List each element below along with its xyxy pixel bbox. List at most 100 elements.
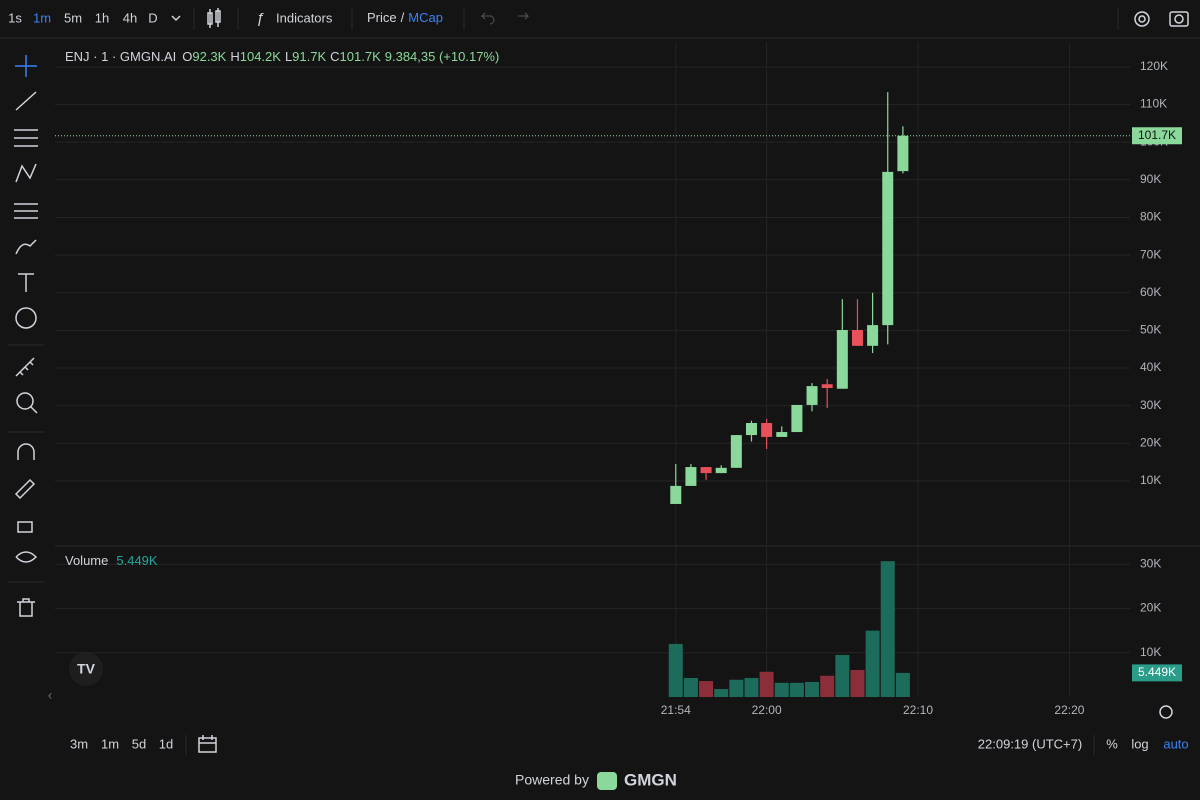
magnet-tool[interactable] (17, 443, 35, 460)
candle-body (897, 135, 909, 172)
indicators-button[interactable]: Indicators (276, 10, 333, 25)
brand-logo (597, 772, 617, 790)
volume-legend: Volume 5.449K (65, 553, 158, 568)
c-value: 101.7K (340, 49, 382, 64)
hide-tool[interactable] (15, 551, 38, 563)
zoom-tool[interactable] (16, 392, 34, 410)
emoji-tool[interactable] (15, 307, 37, 329)
y-tick-label: 110K (1140, 97, 1167, 111)
candle-body (821, 384, 833, 389)
marks: 101.7K 5.449K (55, 92, 1182, 697)
y-tick-label: 10K (1140, 473, 1161, 487)
x-tick-label: 21:54 (661, 703, 691, 717)
percent-toggle[interactable]: % (1106, 736, 1118, 751)
text-tool[interactable] (18, 273, 34, 292)
interval[interactable]: 1h (95, 10, 109, 25)
volume-bar (699, 681, 714, 697)
interval[interactable]: 4h (123, 10, 137, 25)
measure-tool[interactable] (15, 357, 35, 377)
h-value: 104.2K (240, 49, 282, 64)
candle-body (882, 171, 894, 326)
volume-bar (865, 630, 880, 697)
interval[interactable]: 1m (33, 10, 51, 25)
screenshot-icon[interactable] (1169, 11, 1189, 27)
volume-bar (744, 677, 759, 697)
clock: 22:09:19 (UTC+7) (978, 736, 1082, 751)
last-price-tag (1132, 127, 1182, 145)
settings-icon[interactable] (1134, 11, 1150, 27)
l-label: L (285, 49, 292, 64)
l-value: 91.7K (292, 49, 326, 64)
price[interactable]: Price (367, 10, 397, 25)
collapse-arrow[interactable]: ‹ (48, 687, 52, 702)
last-volume-tag (1132, 664, 1182, 682)
lock-drawing-tool[interactable] (14, 478, 36, 500)
axis-settings-icon[interactable] (1159, 705, 1173, 719)
candle-body (791, 404, 803, 433)
volume-bar (774, 682, 789, 697)
candle-body (730, 435, 742, 468)
mcap[interactable]: MCap (408, 10, 443, 25)
y-tick-label: 120K (1140, 59, 1168, 73)
candle-body (745, 423, 757, 436)
grid: 21:54 22:00 22:10 22:20 10K 20K 30K 40K 50K 60K 70… (55, 42, 1168, 717)
c-label: C (330, 49, 339, 64)
range-button[interactable]: 1m (101, 736, 119, 751)
redo-icon[interactable] (518, 12, 530, 20)
candle-body (836, 330, 848, 389)
x-tick-label: 22:10 (903, 703, 933, 717)
fx-icon[interactable]: ƒ (256, 10, 264, 27)
tv-logo-text: TV (77, 661, 96, 677)
candle-body (670, 485, 682, 504)
separator: / (401, 10, 405, 25)
y-tick-label: 90K (1140, 172, 1161, 186)
volume-bar (683, 677, 698, 697)
powered-by: Powered by (515, 772, 589, 788)
volume-bar (850, 670, 865, 697)
x-tick-label: 22:20 (1054, 703, 1084, 717)
range-button[interactable]: 5d (132, 736, 146, 751)
volume-value: 5.449K (116, 553, 158, 568)
last-volume-label: 5.449K (1138, 665, 1176, 679)
o-value: 92.3K (192, 49, 226, 64)
volume-bar (729, 679, 744, 697)
auto-toggle[interactable]: auto (1163, 736, 1188, 751)
dropdown-icon[interactable] (171, 15, 181, 22)
delete-tool[interactable] (17, 598, 35, 617)
last-price-label: 101.7K (1138, 128, 1176, 142)
chart-type-icon[interactable] (207, 8, 221, 28)
range-button[interactable]: 3m (70, 736, 88, 751)
volume-bar (805, 681, 820, 697)
interval[interactable]: D (148, 10, 157, 25)
volume-bar (668, 643, 683, 697)
forecast-tool[interactable] (14, 203, 38, 219)
brush-tool[interactable] (15, 239, 37, 255)
o-label: O (182, 49, 192, 64)
lock-tool[interactable] (17, 521, 33, 533)
volume-title: Volume (65, 553, 108, 568)
zoom-tool-handle (30, 406, 38, 414)
log-toggle[interactable]: log (1131, 736, 1148, 751)
x-tick-label: 22:00 (752, 703, 782, 717)
trend-line-tool[interactable] (15, 91, 37, 111)
tv-logo[interactable] (69, 652, 103, 686)
brand: GMGN (624, 770, 677, 789)
h-label: H (230, 49, 239, 64)
fib-tool[interactable] (14, 129, 38, 147)
volume-bar (835, 654, 850, 697)
goto-date-icon[interactable] (198, 735, 217, 753)
volume-bar (714, 689, 729, 697)
interval[interactable]: 1s (8, 10, 22, 25)
range-button[interactable]: 1d (159, 736, 173, 751)
pattern-tool[interactable] (15, 163, 37, 183)
interval[interactable]: 5m (64, 10, 82, 25)
candle-body (867, 325, 879, 346)
crosshair-tool[interactable] (15, 55, 37, 77)
volume-bar (880, 561, 895, 697)
price-toggle[interactable]: Price / MCap (367, 10, 443, 25)
y-tick-label: 80K (1140, 210, 1161, 224)
y-tick-label: 50K (1140, 323, 1161, 337)
candle-body (700, 467, 712, 474)
undo-icon[interactable] (480, 12, 495, 25)
